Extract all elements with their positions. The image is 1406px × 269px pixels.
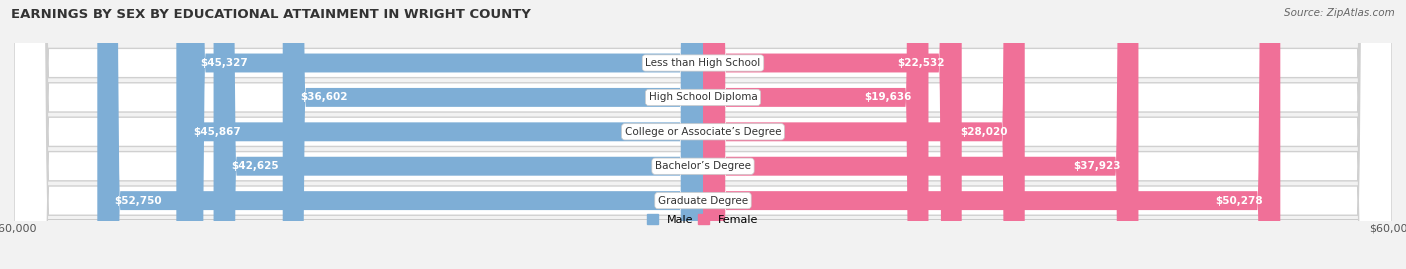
Text: $45,327: $45,327 (200, 58, 247, 68)
Text: Graduate Degree: Graduate Degree (658, 196, 748, 206)
FancyBboxPatch shape (703, 0, 1139, 269)
Text: EARNINGS BY SEX BY EDUCATIONAL ATTAINMENT IN WRIGHT COUNTY: EARNINGS BY SEX BY EDUCATIONAL ATTAINMEN… (11, 8, 531, 21)
FancyBboxPatch shape (283, 0, 703, 269)
Text: Source: ZipAtlas.com: Source: ZipAtlas.com (1284, 8, 1395, 18)
Text: Bachelor’s Degree: Bachelor’s Degree (655, 161, 751, 171)
Text: $50,278: $50,278 (1215, 196, 1263, 206)
FancyBboxPatch shape (703, 0, 928, 269)
FancyBboxPatch shape (97, 0, 703, 269)
Text: $52,750: $52,750 (114, 196, 162, 206)
FancyBboxPatch shape (703, 0, 1281, 269)
Legend: Male, Female: Male, Female (643, 210, 763, 229)
Text: $45,867: $45,867 (194, 127, 242, 137)
Text: $19,636: $19,636 (863, 93, 911, 102)
FancyBboxPatch shape (176, 0, 703, 269)
Text: College or Associate’s Degree: College or Associate’s Degree (624, 127, 782, 137)
FancyBboxPatch shape (703, 0, 962, 269)
FancyBboxPatch shape (14, 0, 1392, 269)
Text: $37,923: $37,923 (1074, 161, 1121, 171)
FancyBboxPatch shape (183, 0, 703, 269)
Text: $28,020: $28,020 (960, 127, 1008, 137)
Text: $36,602: $36,602 (299, 93, 347, 102)
FancyBboxPatch shape (214, 0, 703, 269)
FancyBboxPatch shape (703, 0, 1025, 269)
FancyBboxPatch shape (14, 0, 1392, 269)
FancyBboxPatch shape (14, 0, 1392, 269)
FancyBboxPatch shape (14, 0, 1392, 269)
FancyBboxPatch shape (14, 0, 1392, 269)
Text: $22,532: $22,532 (897, 58, 945, 68)
Text: High School Diploma: High School Diploma (648, 93, 758, 102)
Text: $42,625: $42,625 (231, 161, 278, 171)
Text: Less than High School: Less than High School (645, 58, 761, 68)
